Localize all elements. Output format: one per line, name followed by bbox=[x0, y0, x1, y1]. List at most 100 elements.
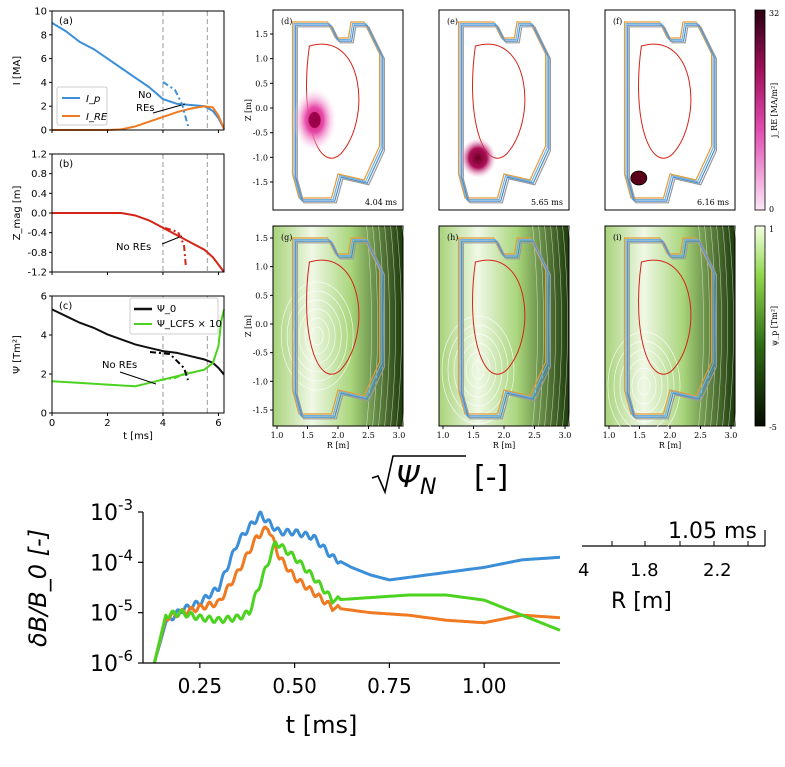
map-label-0: (d) bbox=[281, 17, 292, 26]
ytick-label-b-5: -0.8 bbox=[27, 248, 47, 259]
map-bot-contour-0-2 bbox=[304, 317, 330, 355]
map-bot-2-wall-3 bbox=[628, 242, 718, 420]
panel-c: 6 4 2 00 2 4 6 (c) Ψ [Tm²] t [ms] Ψ_0 Ψ_LCFS × 10 No… bbox=[12, 292, 225, 442]
map-bot-1-wall-2 bbox=[461, 240, 550, 418]
map-top-1: (e) 5.65 ms bbox=[438, 9, 570, 211]
ytick-label-c-0: 6 bbox=[41, 292, 47, 303]
map-top-0: (d) 4.04 ms 1.5 1.0 0.5 0.0 -0.5 -1.0 -1.5 Z [m] bbox=[244, 9, 404, 211]
psi-subscript: N bbox=[420, 475, 436, 500]
map-bot-xlabel-0: R [m] bbox=[327, 441, 349, 450]
map-bot-xtick-label-0-0: 1.0 bbox=[271, 431, 284, 440]
map-top-ytick-label-5: -1.0 bbox=[253, 153, 268, 162]
annotation-a-arrow bbox=[152, 103, 186, 114]
frame-a bbox=[51, 10, 225, 131]
ytick-label-c-3: 0 bbox=[41, 409, 47, 420]
map-bot-ytick-label-6: -1.5 bbox=[253, 406, 268, 415]
ytick-label-b-6: -1.2 bbox=[27, 268, 47, 279]
map-bot-contour-2-5 bbox=[613, 340, 675, 432]
xtick-label-c-0: 0 bbox=[49, 418, 55, 429]
colorbar-bottom-max: 1 bbox=[769, 225, 774, 234]
map-bot-line-2-5 bbox=[728, 225, 734, 427]
dB-series-blue bbox=[152, 510, 561, 664]
map-top-2-lcfs bbox=[638, 43, 692, 159]
ytick-label-b-1: 0.8 bbox=[31, 169, 47, 180]
legend-c-text-0: Ψ_0 bbox=[157, 304, 176, 315]
map-bot-line-1-5 bbox=[562, 225, 568, 427]
psi-unit: [-] bbox=[474, 460, 508, 495]
map-bot-label-1: (h) bbox=[447, 233, 458, 242]
map-bot-1-wall-3 bbox=[462, 242, 552, 420]
dB-bg bbox=[143, 512, 560, 663]
annotation-b-arrow bbox=[161, 235, 183, 245]
ylabel-b: Z_mag [m] bbox=[12, 186, 23, 241]
map-bot-0-lcfs bbox=[306, 259, 360, 375]
legend-a-text-1: I_RE bbox=[86, 112, 108, 123]
map-bot-line-2-3 bbox=[716, 225, 722, 427]
map-bot-0-wall-3 bbox=[296, 242, 386, 420]
map-top-ytick-label-1: 1.0 bbox=[255, 55, 268, 64]
map-bot-contour-2-2 bbox=[631, 367, 657, 405]
colorbar-top-max: 32 bbox=[769, 9, 779, 18]
map-top-2-wall-2 bbox=[627, 24, 716, 202]
map-bot-line-1-1 bbox=[538, 225, 544, 427]
map-bot-label-0: (g) bbox=[281, 233, 292, 242]
map-time-2: 6.16 ms bbox=[697, 198, 729, 207]
map-bot-contour-1-1 bbox=[471, 360, 485, 380]
annotation-c: No REs bbox=[102, 360, 137, 371]
map-bot-contour-0-6 bbox=[280, 281, 354, 391]
map-bot-2: (i) 1.0 1.5 2.0 2.5 3.0 R [m] bbox=[603, 225, 740, 450]
dashdot-c-green bbox=[159, 371, 189, 381]
map-bot-line-1-3 bbox=[550, 225, 556, 427]
panel-b: 1.2 0.8 0.4 0.0 -0.4 -0.8 -1.2 (b) Z_mag [m] No R… bbox=[12, 150, 225, 279]
legend-a-text-0: I_p bbox=[86, 94, 100, 105]
partial-tick-label-1: 4 bbox=[578, 560, 589, 581]
map-top-0-wall-3 bbox=[296, 26, 386, 204]
map-bot-line-0-3 bbox=[384, 225, 390, 427]
map-time-0: 4.04 ms bbox=[365, 198, 397, 207]
colorbar-bottom-label: ψ_p [Tm²] bbox=[770, 306, 779, 346]
map-bot-contour-1-6 bbox=[441, 315, 515, 425]
ylabel-c: Ψ [Tm²] bbox=[12, 335, 23, 374]
series-b-red bbox=[52, 212, 225, 273]
map-bot-ylabel: Z [m] bbox=[244, 315, 253, 337]
series-c-black bbox=[51, 308, 225, 376]
ytick-label-b-3: 0.0 bbox=[31, 209, 47, 220]
panel-label-c: (c) bbox=[59, 301, 72, 312]
map-bot-contour-2-1 bbox=[637, 376, 651, 396]
map-bot-line-0-2 bbox=[378, 225, 384, 427]
map-bot-contour-1-4 bbox=[453, 333, 503, 407]
re-core-d bbox=[308, 112, 321, 128]
dB-ytick-label-0: 10-3 bbox=[90, 496, 133, 526]
partial-r-label: R [m] bbox=[611, 589, 672, 614]
map-top-1-wall-3 bbox=[462, 26, 552, 204]
map-bot-contour-2-6 bbox=[607, 331, 681, 441]
panel-label-a: (a) bbox=[59, 16, 73, 27]
map-bot-2-wall-2 bbox=[627, 240, 716, 418]
ytick-label-c-1: 4 bbox=[41, 331, 47, 342]
ytick-label-c-2: 2 bbox=[41, 370, 47, 381]
map-label-1: (e) bbox=[447, 17, 458, 26]
annotation-a-1: REs bbox=[136, 103, 154, 114]
dB-plot: 10-3 10-4 10-5 10-6 0.25 0.50 0.75 1.00 t [ms] δB… bbox=[24, 496, 561, 739]
ytick-label-a-5: 0 bbox=[41, 126, 47, 137]
colorbar-bottom: 1 -5 ψ_p [Tm²] bbox=[754, 225, 779, 432]
map-bot-xtick-label-2-4: 3.0 bbox=[725, 431, 738, 440]
map-bot-xtick-label-2-3: 2.5 bbox=[694, 431, 707, 440]
colorbar-top-bar bbox=[754, 9, 766, 211]
partial-overlay: 1.05 ms 4 1.8 2.2 R [m] bbox=[578, 519, 766, 614]
partial-time: 1.05 ms bbox=[668, 519, 757, 544]
map-bot-xtick-label-1-0: 1.0 bbox=[437, 431, 450, 440]
dB-xtick-label-0: 0.25 bbox=[178, 674, 223, 698]
map-bot-xtick-label-2-2: 2.0 bbox=[664, 431, 677, 440]
map-bot-xtick-label-0-4: 3.0 bbox=[393, 431, 406, 440]
map-bot-ytick-label-4: -0.5 bbox=[253, 349, 268, 358]
map-bot-xtick-label-0-1: 1.5 bbox=[301, 431, 314, 440]
map-bot-line-0-6 bbox=[402, 225, 408, 427]
ytick-label-b-2: 0.4 bbox=[31, 189, 47, 200]
xlabel-c: t [ms] bbox=[123, 431, 153, 442]
xtick-label-c-1: 2 bbox=[104, 418, 110, 429]
xtick-label-c-2: 4 bbox=[160, 418, 166, 429]
map-bot-label-2: (i) bbox=[613, 233, 622, 242]
map-bot-contour-1-2 bbox=[465, 351, 491, 389]
map-top-1-wall-2 bbox=[461, 24, 550, 202]
